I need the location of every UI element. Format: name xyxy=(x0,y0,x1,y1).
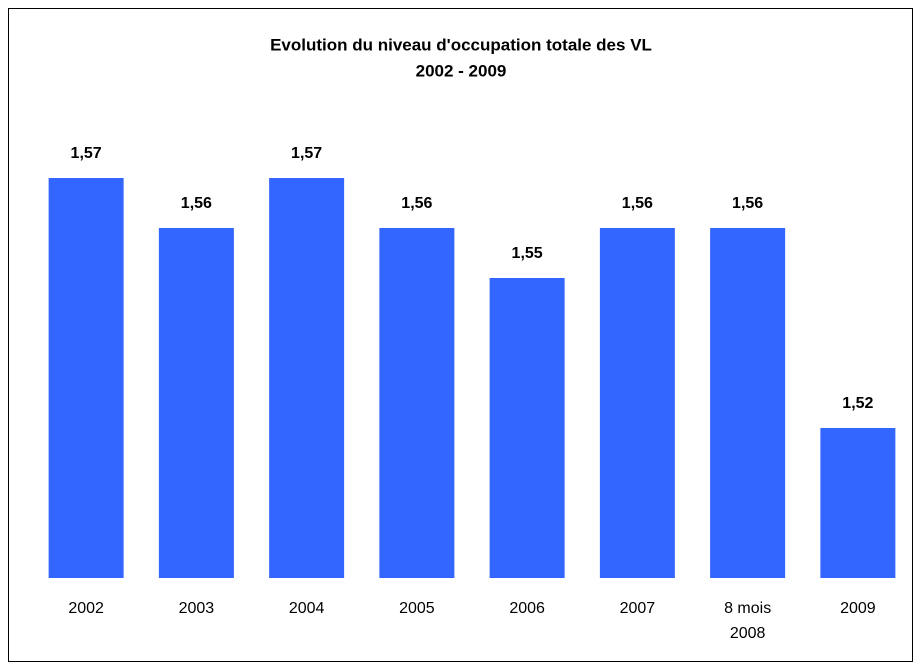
value-label: 1,56 xyxy=(732,195,763,212)
value-label: 1,56 xyxy=(622,195,653,212)
bar xyxy=(379,228,455,578)
x-tick-label: 2004 xyxy=(289,600,325,617)
bar xyxy=(710,228,786,578)
bar xyxy=(158,228,234,578)
bar xyxy=(48,178,124,578)
value-label: 1,56 xyxy=(181,195,212,212)
x-tick-label: 2005 xyxy=(399,600,435,617)
x-tick-label: 2007 xyxy=(620,600,656,617)
value-label: 1,52 xyxy=(842,395,873,412)
value-label: 1,57 xyxy=(291,145,322,162)
x-tick-label: 2003 xyxy=(179,600,215,617)
value-label: 1,55 xyxy=(512,245,543,262)
x-tick-label: 2009 xyxy=(840,600,876,617)
bar xyxy=(489,278,565,578)
x-tick-label: 2006 xyxy=(509,600,545,617)
chart-subtitle: 2002 - 2009 xyxy=(416,61,507,80)
x-tick-label: 8 mois 2008 xyxy=(724,600,771,642)
value-label: 1,56 xyxy=(401,195,432,212)
x-tick-label: 2002 xyxy=(68,600,104,617)
bar xyxy=(269,178,345,578)
value-label: 1,57 xyxy=(71,145,102,162)
chart-title: Evolution du niveau d'occupation totale … xyxy=(270,35,652,54)
bar xyxy=(820,428,896,578)
bar xyxy=(599,228,675,578)
